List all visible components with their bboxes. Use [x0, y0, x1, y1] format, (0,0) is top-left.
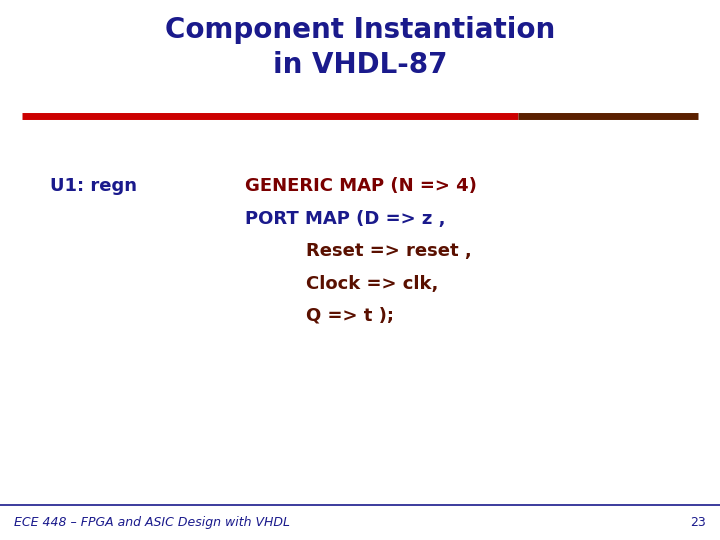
Text: Q => t );: Q => t ); — [306, 307, 394, 325]
Text: Reset => reset ,: Reset => reset , — [306, 242, 472, 260]
Text: U1: regn: U1: regn — [50, 177, 138, 195]
Text: PORT MAP (D => z ,: PORT MAP (D => z , — [245, 210, 445, 228]
Text: Component Instantiation
in VHDL-87: Component Instantiation in VHDL-87 — [165, 16, 555, 79]
Text: GENERIC MAP (N => 4): GENERIC MAP (N => 4) — [245, 177, 477, 195]
Text: ECE 448 – FPGA and ASIC Design with VHDL: ECE 448 – FPGA and ASIC Design with VHDL — [14, 516, 290, 529]
Text: Clock => clk,: Clock => clk, — [306, 274, 438, 293]
Text: 23: 23 — [690, 516, 706, 529]
